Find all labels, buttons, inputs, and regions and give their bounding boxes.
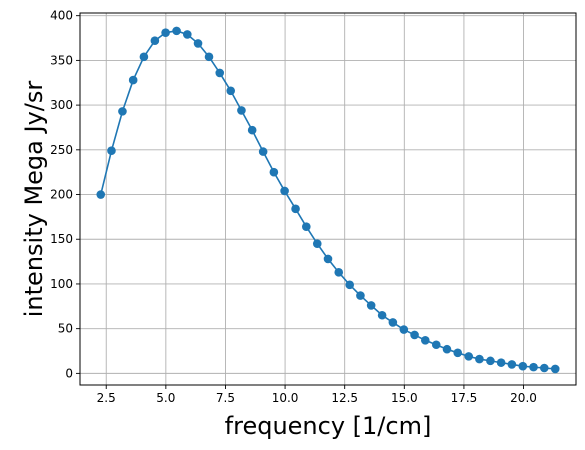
data-point [442, 344, 452, 354]
data-point [107, 146, 116, 156]
data-point [388, 318, 398, 327]
x-tick-label: 20.0 [510, 391, 537, 405]
y-tick-label: 150 [50, 232, 73, 246]
y-axis-label: intensity Mega Jy/sr [20, 81, 48, 318]
x-tick-label: 7.5 [216, 391, 235, 405]
data-point [96, 190, 106, 199]
data-point [356, 291, 365, 300]
data-point [431, 340, 441, 350]
data-point [118, 107, 127, 116]
x-tick-label: 10.0 [272, 391, 299, 405]
data-point [420, 335, 430, 345]
data-point [464, 352, 473, 361]
data-point [399, 325, 409, 334]
data-point [539, 363, 549, 373]
y-tick-label: 400 [50, 9, 73, 23]
y-tick-label: 300 [50, 98, 73, 112]
data-point [258, 147, 268, 156]
x-tick-label: 17.5 [451, 391, 478, 405]
y-tick-label: 50 [58, 322, 73, 336]
plot-background [80, 13, 576, 385]
x-tick-label: 2.5 [97, 391, 116, 405]
data-point [280, 186, 289, 196]
data-point [507, 360, 517, 369]
data-point [193, 39, 203, 48]
data-point [312, 239, 322, 249]
data-point [172, 26, 181, 36]
data-point [334, 268, 344, 277]
data-point [410, 330, 419, 340]
data-point [237, 106, 246, 115]
data-point [518, 361, 528, 371]
data-point [150, 36, 160, 46]
x-tick-label: 5.0 [156, 391, 175, 405]
data-point [291, 204, 300, 214]
data-point [215, 68, 225, 78]
data-point [377, 310, 387, 320]
data-point [496, 358, 506, 367]
plot-frame [79, 12, 577, 386]
grid [80, 13, 576, 385]
x-tick-label: 12.5 [331, 391, 358, 405]
data-point [550, 364, 560, 374]
y-tick-label: 100 [50, 277, 73, 291]
y-tick-label: 0 [65, 366, 73, 380]
data-point [453, 348, 463, 358]
data-point [161, 28, 170, 37]
data-point [247, 125, 257, 135]
data-point [204, 52, 214, 62]
data-point [366, 301, 376, 310]
data-point [226, 86, 236, 96]
data-point [529, 362, 538, 372]
x-axis-label: frequency [1/cm] [225, 412, 432, 440]
data-point [302, 222, 311, 232]
data-point [139, 52, 149, 62]
data-point [183, 30, 192, 39]
data-series [96, 26, 560, 374]
ticks: 2.5 5.0 7.5 10.0 12.5 15.0 17.5 20.0 0 50 100 150 20… [50, 9, 537, 405]
data-point [128, 75, 138, 85]
data-point [345, 280, 355, 290]
data-point [475, 354, 484, 364]
data-point [486, 356, 495, 366]
x-tick-label: 15.0 [391, 391, 418, 405]
data-point [323, 254, 333, 264]
data-point [269, 167, 279, 177]
y-tick-label: 350 [50, 53, 73, 67]
y-tick-label: 250 [50, 143, 73, 157]
y-tick-label: 200 [50, 188, 73, 202]
